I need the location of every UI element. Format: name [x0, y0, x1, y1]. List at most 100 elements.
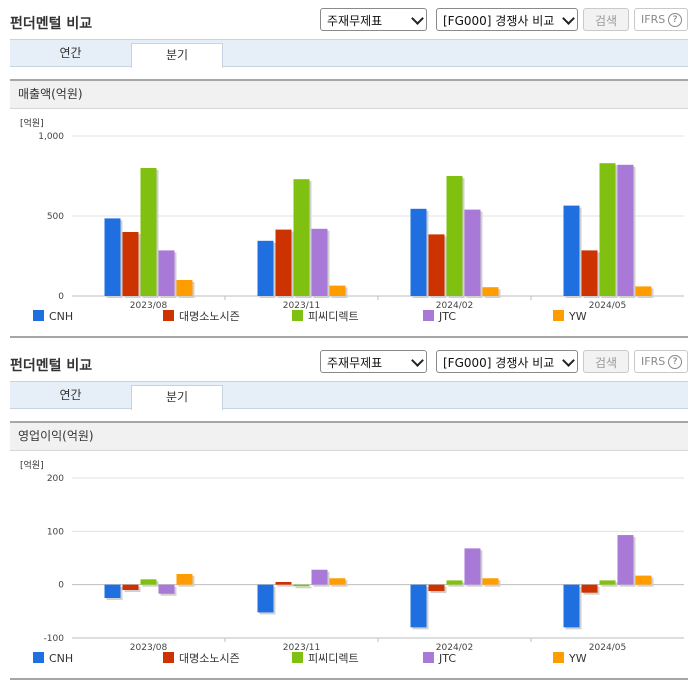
search-button[interactable]: 검색	[583, 350, 629, 373]
bar-shadow	[277, 584, 294, 587]
legend-label: JTC	[438, 310, 456, 323]
x-tick-label: 2023/08	[130, 643, 168, 653]
bar-피씨디렉트	[293, 584, 310, 587]
y-tick-label: 0	[58, 581, 64, 591]
bar-YW	[176, 574, 193, 585]
fundamental-panel-operating-income: 펀더멘털 비교 주재무제표 [FG000] 경쟁사 비교 검색 IFRS ? 연…	[0, 342, 696, 684]
ifrs-label: IFRS	[641, 13, 666, 26]
bar-JTC	[617, 164, 634, 296]
tab-annual[interactable]: 연간	[59, 46, 82, 60]
bar-피씨디렉트	[446, 176, 463, 296]
section-title: 매출액(억원)	[10, 79, 688, 109]
ifrs-help-button[interactable]: IFRS ?	[634, 8, 688, 31]
panel-title: 펀더멘털 비교	[10, 358, 93, 374]
y-tick-label: -100	[44, 634, 65, 644]
divider	[10, 678, 688, 680]
y-tick-label: 500	[47, 212, 64, 222]
chevron-down-icon	[562, 354, 575, 367]
bar-대명소노시즌	[275, 229, 292, 296]
peer-group-select[interactable]: [FG000] 경쟁사 비교	[436, 350, 578, 373]
bar-YW	[329, 578, 346, 585]
question-icon: ?	[668, 13, 682, 27]
fundamental-panel-sales: 펀더멘털 비교 주재무제표 [FG000] 경쟁사 비교 검색 IFRS ? 연…	[10, 8, 688, 338]
bar-JTC	[311, 569, 328, 585]
peer-group-select[interactable]: [FG000] 경쟁사 비교	[436, 8, 578, 31]
chevron-down-icon	[411, 354, 424, 367]
bar-대명소노시즌	[275, 582, 292, 585]
statement-type-select[interactable]: 주재무제표	[320, 8, 427, 31]
legend-label: JTC	[438, 652, 456, 665]
bar-대명소노시즌	[428, 234, 445, 296]
bar-JTC	[464, 209, 481, 296]
legend-swatch	[553, 652, 564, 663]
statement-type-select[interactable]: 주재무제표	[320, 350, 427, 373]
bar-CNH	[257, 240, 274, 296]
x-tick-label: 2024/05	[589, 301, 626, 311]
x-tick-label: 2024/02	[436, 643, 473, 653]
tab-annual[interactable]: 연간	[59, 388, 82, 402]
operating-income-chart: [억원] -100 0 100 200 2023/08 2023/11 2024/02 2024…	[20, 459, 684, 665]
legend-label: YW	[568, 310, 587, 323]
bar-JTC	[464, 548, 481, 585]
legend-swatch	[423, 652, 434, 663]
bar-대명소노시즌	[581, 584, 598, 593]
legend-label: 대명소노시즌	[179, 310, 240, 323]
legend-label: 대명소노시즌	[179, 652, 240, 665]
bar-대명소노시즌	[122, 232, 139, 296]
bar-YW	[329, 285, 346, 296]
legend-swatch	[33, 310, 44, 321]
ifrs-label: IFRS	[641, 355, 666, 368]
x-tick-label: 2024/05	[589, 643, 626, 653]
sales-chart: [억원] 0 500 1,000 2023/08 2023/11 2024/02 2024/0…	[20, 117, 684, 323]
statement-type-value: 주재무제표	[327, 14, 383, 28]
legend-label: CNH	[49, 310, 73, 323]
legend-label: 피씨디렉트	[308, 652, 359, 665]
tab-quarterly[interactable]: 분기	[131, 385, 223, 410]
bar-대명소노시즌	[428, 584, 445, 592]
legend-label: CNH	[49, 652, 73, 665]
bar-피씨디렉트	[140, 579, 157, 585]
bar-CNH	[104, 584, 121, 598]
question-icon: ?	[668, 355, 682, 369]
legend-swatch	[163, 652, 174, 663]
bar-YW	[482, 287, 499, 296]
chevron-down-icon	[411, 12, 424, 25]
y-tick-label: 100	[47, 527, 64, 537]
bar-JTC	[311, 228, 328, 296]
statement-type-value: 주재무제표	[327, 356, 383, 370]
search-button[interactable]: 검색	[583, 8, 629, 31]
legend-swatch	[163, 310, 174, 321]
bar-대명소노시즌	[581, 250, 598, 296]
x-tick-label: 2024/02	[436, 301, 473, 311]
y-tick-label: 200	[47, 474, 64, 484]
bar-피씨디렉트	[599, 163, 616, 296]
bar-CNH	[410, 584, 427, 628]
panel-title: 펀더멘털 비교	[10, 16, 93, 32]
bar-CNH	[410, 208, 427, 296]
bar-YW	[482, 578, 499, 585]
legend-label: YW	[568, 652, 587, 665]
legend-swatch	[553, 310, 564, 321]
peer-group-value: [FG000] 경쟁사 비교	[443, 356, 555, 370]
unit-label: [억원]	[20, 117, 44, 129]
bar-대명소노시즌	[122, 584, 139, 590]
bar-피씨디렉트	[293, 179, 310, 296]
bar-CNH	[104, 218, 121, 296]
bar-shadow	[295, 586, 312, 589]
legend-swatch	[292, 310, 303, 321]
x-tick-label: 2023/11	[283, 301, 320, 311]
peer-group-value: [FG000] 경쟁사 비교	[443, 14, 555, 28]
bar-JTC	[617, 535, 634, 585]
ifrs-help-button[interactable]: IFRS ?	[634, 350, 688, 373]
bar-JTC	[158, 584, 175, 594]
tab-quarterly[interactable]: 분기	[131, 43, 223, 68]
bar-피씨디렉트	[140, 168, 157, 296]
legend-swatch	[33, 652, 44, 663]
bar-YW	[176, 280, 193, 296]
legend-swatch	[423, 310, 434, 321]
bar-CNH	[563, 205, 580, 296]
y-tick-label: 0	[58, 292, 64, 302]
x-tick-label: 2023/08	[130, 301, 168, 311]
bar-YW	[635, 286, 652, 296]
unit-label: [억원]	[20, 459, 44, 471]
